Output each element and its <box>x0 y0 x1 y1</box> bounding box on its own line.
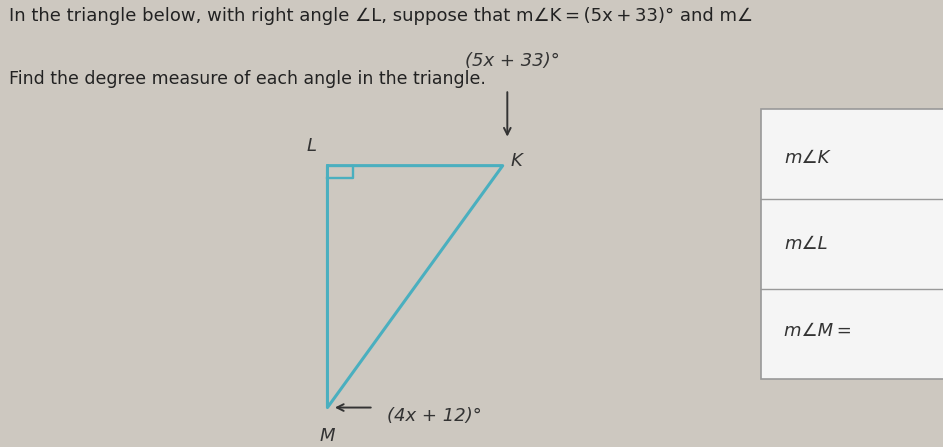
Text: m∠K: m∠K <box>784 148 830 167</box>
Text: L: L <box>306 137 317 155</box>
Text: Find the degree measure of each angle in the triangle.: Find the degree measure of each angle in… <box>9 70 486 88</box>
Text: M: M <box>320 427 335 445</box>
Text: (4x + 12)°: (4x + 12)° <box>388 407 482 425</box>
Text: m∠L: m∠L <box>784 235 828 253</box>
Text: K: K <box>510 152 521 170</box>
FancyBboxPatch shape <box>761 109 943 379</box>
Text: In the triangle below, with right angle ∠L, suppose that m∠K = (5x + 33)° and m∠: In the triangle below, with right angle … <box>9 7 753 25</box>
Text: (5x + 33)°: (5x + 33)° <box>465 52 559 70</box>
Text: m∠M =: m∠M = <box>784 321 852 340</box>
